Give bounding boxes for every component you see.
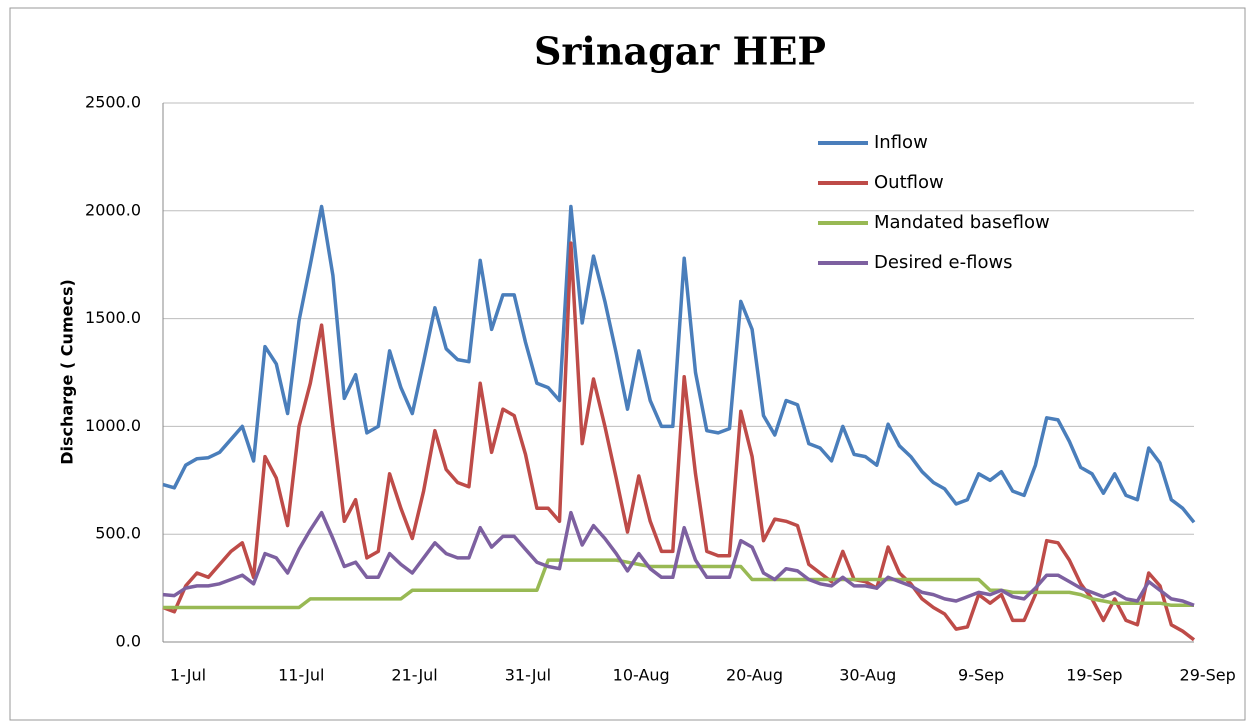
x-tick-label: 29-Sep [1180,666,1236,685]
legend-label: Desired e-flows [874,252,1013,273]
x-tick-label: 30-Aug [839,666,896,685]
x-tick-label: 31-Jul [505,666,551,685]
legend-label: Outflow [874,172,944,193]
y-axis-label: Discharge ( Cumecs) [58,279,77,465]
legend-label: Mandated baseflow [874,212,1050,233]
legend-label: Inflow [874,132,928,153]
x-tick-label: 9-Sep [958,666,1004,685]
x-tick-label: 21-Jul [391,666,437,685]
x-tick-label: 19-Sep [1066,666,1122,685]
series-line [162,510,1195,607]
y-tick-label: 1500.0 [85,308,141,327]
x-tick-label: 10-Aug [613,666,670,685]
series-line [163,558,1194,610]
x-tick-label: 1-Jul [170,666,206,685]
x-tick-label: 20-Aug [726,666,783,685]
x-tick-label: 11-Jul [278,666,324,685]
y-tick-label: 2500.0 [85,93,141,112]
y-tick-label: 2000.0 [85,200,141,219]
y-tick-label: 0.0 [116,632,141,651]
chart-frame [9,7,1246,721]
y-tick-label: 500.0 [95,524,141,543]
y-tick-label: 1000.0 [85,416,141,435]
chart-title: Srinagar HEP [534,29,826,74]
series-line [162,241,1196,642]
series-line [162,204,1196,524]
